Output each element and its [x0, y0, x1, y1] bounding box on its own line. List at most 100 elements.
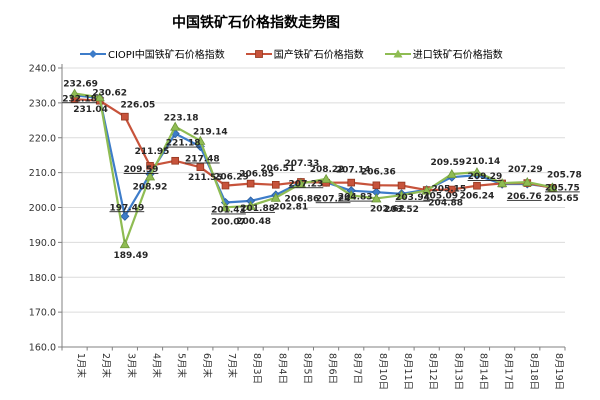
data-label-imported: 200.07: [211, 217, 246, 227]
data-point-marker: [547, 182, 558, 192]
x-axis-category-label: 8月13日: [452, 353, 463, 390]
y-axis-tick-label: 210.0: [29, 168, 56, 179]
data-label-imported: 207.29: [508, 165, 543, 175]
gridlines: [62, 67, 565, 313]
data-point-marker: [497, 178, 508, 188]
x-axis-category-label: 8月4日: [276, 353, 287, 384]
data-label-domestic: 230.62: [92, 89, 127, 99]
data-label-ciopi: 197.49: [110, 203, 145, 213]
y-axis-tick-label: 180.0: [29, 273, 56, 284]
series-labels-imported: 232.69 189.49 208.92 223.18 219.14 200.07200.…: [63, 79, 582, 261]
data-label-imported: 202.62: [370, 204, 405, 214]
series-group-imported: [69, 88, 558, 249]
x-axis-category-label: 3月末: [125, 353, 137, 379]
data-label-ciopi: 201.88: [240, 204, 275, 214]
data-label-ciopi: 207.24: [316, 194, 351, 204]
data-label-imported: 200.48: [236, 217, 271, 227]
data-label-imported: 203.52: [384, 205, 419, 215]
data-label-ciopi: 217.48: [185, 155, 220, 165]
data-label-imported: 206.86: [285, 195, 320, 205]
data-label-imported: 210.14: [466, 157, 501, 167]
data-point-marker: [396, 190, 407, 200]
data-label-imported: 205.78: [547, 170, 582, 180]
x-axis-category-label: 5月末: [176, 353, 188, 379]
data-point-marker: [246, 179, 255, 188]
data-point-marker: [471, 167, 483, 177]
data-label-ciopi: 207.23: [289, 179, 324, 189]
y-axis-tick-label: 240.0: [29, 64, 56, 75]
data-label-ciopi: 209.29: [468, 172, 503, 182]
data-label-ciopi: 204.83: [338, 193, 373, 203]
series-labels-ciopi: 232.18 197.49 209.59 221.18 217.48 201.43201.…: [62, 94, 580, 215]
data-point-marker: [448, 185, 456, 194]
data-point-marker: [171, 156, 179, 165]
data-point-marker: [170, 121, 181, 131]
data-point-marker: [347, 178, 356, 187]
data-point-marker: [146, 162, 154, 170]
y-axis: 160.0 170.0 180.0 190.0 200.0 210.0 220.0 230.0…: [29, 64, 63, 354]
legend-label-domestic: 国产铁矿石价格指数: [273, 50, 364, 61]
y-axis-tick-label: 200.0: [29, 203, 56, 214]
data-label-domestic: 211.55: [188, 173, 223, 183]
data-label-imported: 208.92: [133, 182, 168, 192]
data-label-domestic: 205.15: [431, 185, 466, 195]
data-point-marker: [320, 173, 332, 183]
x-axis-category-label: 8月14日: [477, 353, 488, 390]
series-labels-domestic: 231.04230.62226.05211.95211.55206.29206.…: [73, 89, 579, 204]
data-point-marker: [446, 169, 457, 179]
data-label-ciopi: 205.75: [545, 183, 580, 193]
legend-marker-diamond-icon: [80, 49, 106, 58]
data-label-ciopi: 203.94: [395, 193, 430, 203]
legend-item-domestic: 国产铁矿石价格指数: [245, 46, 364, 61]
data-label-domestic: 206.85: [239, 170, 274, 180]
data-label-domestic: 206.29: [214, 173, 249, 183]
legend-label-imported: 进口铁矿石价格指数: [412, 50, 503, 61]
data-label-imported: 219.14: [193, 128, 228, 138]
data-label-imported: 209.59: [430, 158, 465, 168]
x-axis-category-label: 4月末: [151, 353, 163, 379]
x-axis-category-label: 8月12日: [427, 353, 438, 390]
series-line-imported: [74, 92, 553, 246]
legend-marker-square-icon: [245, 49, 272, 58]
y-axis-tick-label: 190.0: [29, 238, 56, 249]
data-label-ciopi: 201.43: [211, 206, 246, 216]
x-axis-category-label: 8月6日: [327, 353, 338, 384]
data-point-marker: [271, 180, 280, 189]
legend-item-imported: 进口铁矿石价格指数: [384, 46, 503, 61]
data-label-imported: 202.81: [273, 203, 308, 213]
data-label-domestic: 231.04: [73, 105, 108, 115]
data-label-imported: 189.49: [114, 251, 149, 261]
legend-label-ciopi: CIOPI中国铁矿石价格指数: [108, 50, 225, 61]
data-label-domestic: 206.51: [260, 164, 295, 174]
data-label-domestic: 206.24: [460, 192, 495, 202]
data-label-imported: 208.22: [310, 165, 345, 175]
data-label-ciopi: 209.59: [124, 165, 159, 175]
data-label-ciopi: 221.18: [166, 139, 201, 149]
data-point-marker: [144, 171, 156, 181]
data-point-marker: [94, 92, 105, 102]
y-axis-tick-label: 170.0: [29, 308, 56, 319]
legend-item-ciopi: CIOPI中国铁矿石价格指数: [80, 46, 225, 61]
data-label-domestic: 205.65: [544, 194, 579, 204]
x-axis-category-label: 8月18日: [528, 353, 539, 390]
data-point-marker: [119, 239, 130, 249]
data-point-marker: [245, 200, 256, 210]
data-point-marker: [69, 88, 80, 98]
x-axis: 1月末 2月末 3月末 4月末 5月末 6月末 7月末 8月3日 8月4日 8月5日 8月6日 8月7…: [61, 346, 566, 390]
data-point-marker: [195, 135, 206, 145]
x-axis-category-label: 7月末: [226, 353, 238, 379]
data-point-marker: [295, 178, 307, 188]
x-axis-category-label: 8月17日: [503, 353, 514, 390]
data-point-marker: [346, 190, 357, 200]
y-axis-tick-label: 230.0: [29, 98, 56, 109]
data-point-marker: [120, 211, 130, 221]
data-point-marker: [121, 112, 129, 121]
x-axis-category-label: 6月末: [201, 353, 213, 379]
x-axis-category-label: 8月11日: [402, 353, 413, 390]
data-label-domestic: 206.36: [361, 167, 396, 177]
chart-title: 中国铁矿石价格指数走势图: [172, 15, 340, 31]
data-label-domestic: 211.95: [135, 147, 170, 157]
data-point-marker: [371, 193, 382, 203]
